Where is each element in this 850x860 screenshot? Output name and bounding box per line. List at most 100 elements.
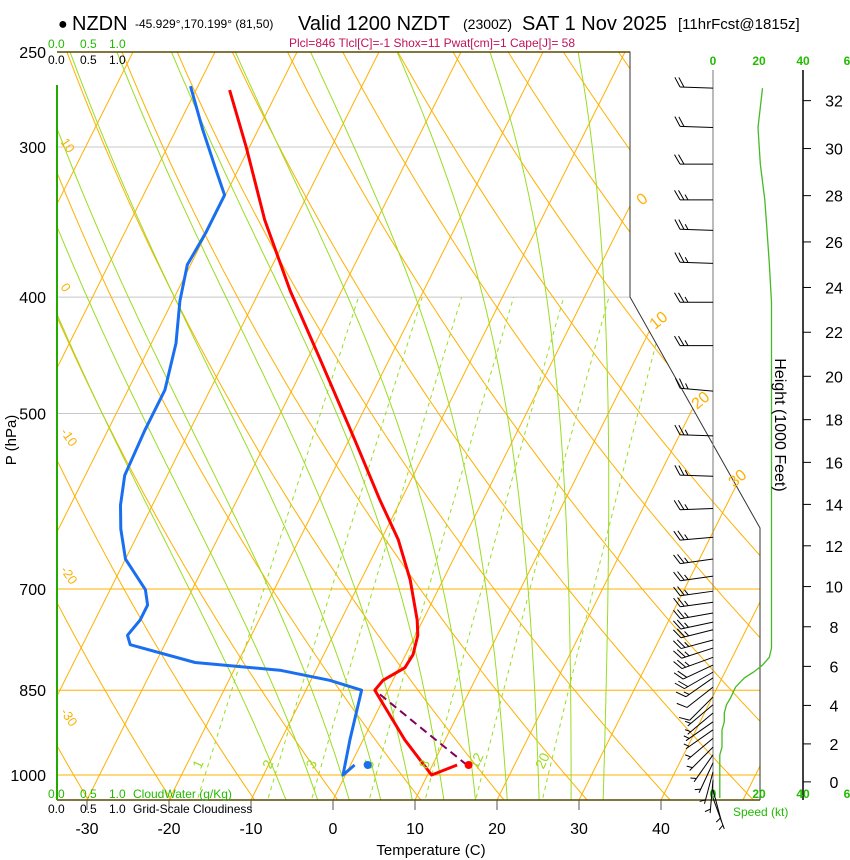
valid-time: Valid 1200 NZDT — [298, 13, 450, 35]
wind-barb — [684, 712, 714, 735]
wind-barb — [673, 530, 714, 541]
wind-barb — [675, 677, 714, 698]
temperature-tick-label: -10 — [239, 821, 262, 838]
utc-time: (2300Z) — [463, 16, 512, 32]
wind-barb — [712, 797, 725, 831]
cloudwater-tick: 0.0 — [48, 787, 65, 801]
mixing-ratio-label: 8 — [415, 757, 433, 771]
thermo-grid — [57, 52, 760, 800]
dry-adiabat-line — [167, 52, 676, 800]
height-tick-label: 18 — [825, 413, 843, 430]
mixing-ratio-line — [540, 296, 669, 800]
temperature-tick-label: 20 — [488, 821, 506, 838]
dry-adiabat-line — [385, 52, 760, 800]
wind-barb — [674, 154, 713, 165]
wind-barbs — [672, 77, 725, 831]
y-axis-title: P (hPa) — [3, 415, 20, 466]
forecast-info: [11hrFcst@1815z] — [678, 16, 800, 33]
wind-barb — [673, 656, 714, 670]
wind-barb — [694, 762, 714, 793]
moist-adiabat-line — [225, 52, 477, 800]
height-axis-title: Height (1000 Feet) — [771, 358, 788, 491]
station-dot: ● — [58, 16, 68, 33]
moist-adiabat-line — [300, 52, 509, 800]
dry-adiabat-label: 0 — [58, 280, 74, 295]
wind-barb — [673, 554, 714, 565]
wind-barb — [672, 628, 714, 639]
isotherm-line — [57, 52, 391, 800]
height-tick-label: 32 — [825, 94, 843, 111]
pressure-tick-label: 850 — [19, 683, 46, 700]
wind-barb — [674, 190, 713, 201]
wind-barb — [674, 292, 713, 303]
isotherm-line — [493, 52, 760, 800]
dry-adiabat-label: 10 — [58, 135, 79, 155]
wind-barb — [674, 424, 714, 437]
mixing-ratio-line — [265, 296, 423, 800]
moist-adiabat-line — [61, 52, 383, 800]
mixing-ratio-line — [473, 296, 610, 800]
wind-barb — [674, 252, 714, 264]
cloudwater-tick: 1.0 — [109, 37, 126, 51]
wind-barb — [673, 609, 714, 620]
mixing-ratio-line — [195, 296, 360, 800]
speed-tick-label: 20 — [752, 54, 766, 68]
dry-adiabat-label: -10 — [58, 425, 81, 449]
mixing-ratio-line — [367, 296, 515, 800]
temperature-line — [228, 89, 458, 777]
temperature-tick-label: -30 — [75, 821, 98, 838]
plot-frame — [57, 51, 761, 800]
height-tick-label: 8 — [830, 620, 839, 637]
temperature-tick-label: 0 — [329, 821, 338, 838]
isotherm-label: 30 — [726, 467, 751, 492]
wind-barb — [672, 639, 714, 650]
wind-barb — [684, 704, 714, 727]
isotherm-line — [83, 52, 473, 800]
height-tick-label: 6 — [830, 659, 839, 676]
pressure-tick-label: 500 — [19, 406, 46, 423]
cloudiness-tick: 0.0 — [48, 802, 65, 816]
speed-tick-label: 40 — [796, 787, 810, 801]
valid-date: SAT 1 Nov 2025 — [522, 13, 667, 35]
wind-barb — [676, 686, 714, 708]
dry-adiabat-line — [276, 52, 760, 800]
wind-barb — [673, 499, 714, 511]
moist-adiabat-line — [482, 52, 572, 800]
cloudiness-tick: 0.0 — [48, 53, 65, 67]
moist-adiabat-line — [162, 52, 446, 800]
dry-adiabat-line — [440, 52, 760, 800]
wind-barb — [675, 378, 714, 392]
dry-adiabat-label: -20 — [58, 563, 81, 587]
dry-adiabat-line — [603, 52, 760, 800]
cloudwater-label: CloudWater (g/Kg) — [133, 787, 232, 801]
mixing-ratio-label: 1 — [189, 757, 207, 771]
temperature-tick-label: 30 — [570, 821, 588, 838]
wind-barb — [672, 619, 714, 630]
speed-tick-label: 0 — [710, 787, 717, 801]
sounding-indices: Plcl=846 Tlcl[C]=-1 Shox=11 Pwat[cm]=1 C… — [289, 36, 575, 50]
temperature-tick-label: -20 — [157, 821, 180, 838]
wind-barb — [673, 571, 714, 582]
moist-adiabat-line — [57, 52, 289, 800]
speed-tick-label: 6 — [844, 787, 850, 801]
height-tick-label: 30 — [825, 142, 843, 159]
cloudwater-tick: 0.0 — [48, 37, 65, 51]
cloudiness-tick: 1.0 — [109, 802, 126, 816]
cloudiness-tick: 1.0 — [109, 53, 126, 67]
moist-adiabat-line — [573, 52, 610, 800]
moist-adiabat-line — [57, 52, 352, 800]
cloudiness-label: Grid-Scale Cloudiness — [133, 802, 252, 816]
isotherm-line — [657, 52, 760, 800]
speed-tick-label: 40 — [796, 54, 810, 68]
speed-tick-label: 0 — [710, 54, 717, 68]
isotherm-line — [57, 52, 145, 800]
height-tick-label: 24 — [825, 280, 843, 297]
station-coords: -45.929°,170.199° (81,50) — [135, 17, 273, 31]
wind-speed-line — [719, 88, 773, 798]
wind-barb — [673, 664, 714, 680]
dry-adiabat-line — [57, 52, 426, 800]
dry-adiabat-line — [222, 52, 759, 800]
pressure-tick-label: 300 — [19, 140, 46, 157]
wind-barb — [674, 335, 713, 347]
mixing-ratio-label: 2 — [259, 757, 277, 771]
